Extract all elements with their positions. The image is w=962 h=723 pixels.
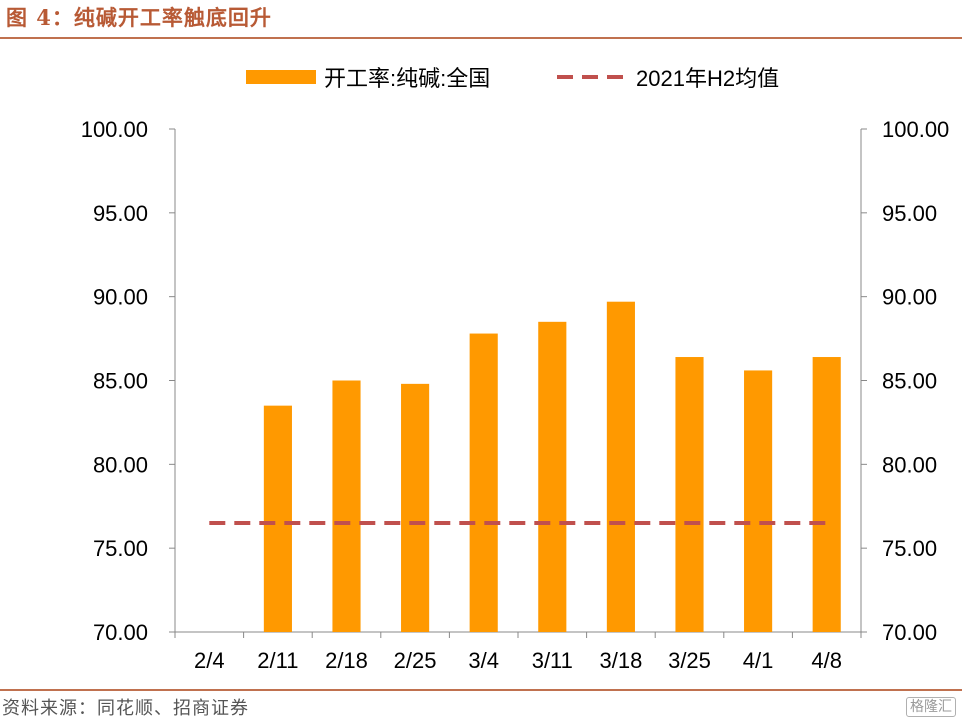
- bar: [812, 357, 841, 632]
- figure-title: 图 4：纯碱开工率触底回升: [6, 5, 272, 30]
- x-tick-label: 3/11: [532, 648, 573, 673]
- bar: [744, 370, 773, 632]
- y-tick-label-left: 75.00: [93, 536, 148, 561]
- title-rule: [0, 37, 962, 39]
- bar: [332, 380, 361, 632]
- bar: [469, 333, 498, 632]
- chart: 70.00 70.00 75.00 75.00 80.00 80.00 85.00 85.00…: [81, 66, 950, 673]
- legend-bar-label: 开工率:纯碱:全国: [324, 66, 490, 91]
- x-tick-label: 4/1: [743, 648, 774, 673]
- x-tick-label: 3/4: [468, 648, 499, 673]
- source-note: 资料来源：同花顺、招商证券: [2, 698, 249, 719]
- bar: [263, 405, 292, 632]
- legend-bar-swatch: [246, 70, 316, 84]
- y-tick-label-left: 85.00: [93, 369, 148, 394]
- y-tick-label-left: 90.00: [93, 285, 148, 310]
- x-tick-label: 2/11: [257, 648, 298, 673]
- y-tick-label-right: 85.00: [882, 369, 937, 394]
- axis-labels: 70.00 70.00 75.00 75.00 80.00 80.00 85.00 85.00…: [81, 117, 950, 673]
- x-tick-label: 3/25: [668, 648, 711, 673]
- x-tick-label: 3/18: [599, 648, 642, 673]
- y-tick-label-left: 95.00: [93, 201, 148, 226]
- y-tick-label-right: 100.00: [882, 117, 949, 142]
- bar: [401, 383, 430, 632]
- x-tick-label: 4/8: [811, 648, 842, 673]
- y-tick-label-right: 75.00: [882, 536, 937, 561]
- x-tick-label: 2/18: [325, 648, 368, 673]
- x-tick-label: 2/4: [194, 648, 225, 673]
- bar-series: [263, 301, 841, 632]
- x-tick-label: 2/25: [394, 648, 437, 673]
- bar: [675, 357, 704, 632]
- legend: 开工率:纯碱:全国 2021年H2均值: [246, 66, 779, 91]
- bar: [606, 301, 635, 632]
- y-tick-label-left: 80.00: [93, 452, 148, 477]
- bar: [538, 321, 567, 632]
- legend-line-label: 2021年H2均值: [636, 66, 779, 91]
- watermark-logo: 格隆汇: [906, 697, 956, 717]
- y-tick-label-right: 95.00: [882, 201, 937, 226]
- y-tick-label-left: 100.00: [81, 117, 148, 142]
- footer-rule: [0, 689, 962, 691]
- y-tick-label-left: 70.00: [93, 620, 148, 645]
- y-tick-label-right: 70.00: [882, 620, 937, 645]
- y-tick-label-right: 90.00: [882, 285, 937, 310]
- y-tick-label-right: 80.00: [882, 452, 937, 477]
